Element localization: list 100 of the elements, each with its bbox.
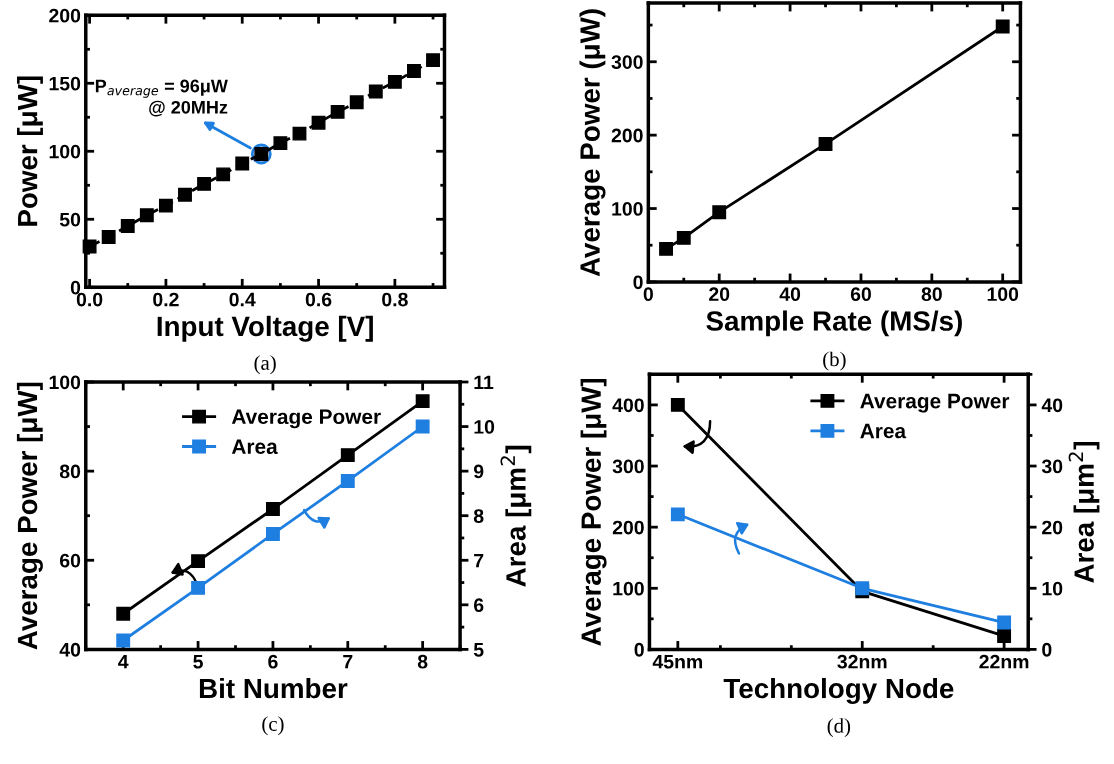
y-axis-title: Power [μW]: [17, 76, 43, 226]
x-tick-label: 20: [709, 287, 730, 302]
point: [670, 507, 685, 522]
y-tick-label: 200: [611, 128, 643, 143]
point: [818, 137, 833, 151]
point: [997, 629, 1012, 643]
y2-tick-label: 9: [473, 464, 484, 479]
x-axis-title: Sample Rate (MS/s): [706, 310, 962, 337]
y2-axis-title: Area [μm$^{2}$]: [500, 445, 532, 587]
y2-tick-label: 10: [474, 420, 495, 434]
text: (c): [262, 716, 284, 736]
text: (d): [827, 718, 851, 738]
y-tick-label: 0: [633, 275, 643, 290]
y2-tick-label: 40: [1041, 398, 1063, 413]
y-tick-label: 40: [59, 642, 81, 657]
point: [387, 74, 402, 89]
legend-label: Area: [860, 423, 907, 439]
y2-tick-label: 11: [474, 375, 494, 390]
point: [368, 84, 383, 99]
point: [995, 19, 1010, 34]
y-tick-label: 100: [612, 202, 643, 216]
y-axis-title: Average Power [μW]: [580, 378, 607, 646]
point: [191, 580, 206, 595]
x-tick-label: 22nm: [979, 654, 1029, 669]
x-tick-label: 0.8: [382, 292, 408, 307]
point: [659, 241, 674, 256]
y-tick-label: 100: [49, 144, 81, 159]
point: [330, 104, 345, 119]
x-axis-title: Input Voltage [V]: [157, 315, 373, 342]
point: [197, 176, 212, 191]
y2-tick-label: 20: [1042, 520, 1063, 535]
point: [82, 239, 97, 254]
y-tick-label: 300: [612, 459, 644, 474]
x-axis-title: Bit Number: [199, 677, 348, 699]
point: [116, 633, 131, 648]
y2-tick-label: 0: [1042, 642, 1052, 657]
y-tick-label: 80: [59, 464, 81, 479]
x-tick-label: 32nm: [837, 654, 887, 669]
point: [712, 205, 727, 220]
point: [407, 64, 421, 78]
y-tick-label: 0: [634, 642, 644, 657]
y-tick-label: 100: [613, 581, 644, 596]
y2-tick-label: 10: [1042, 581, 1063, 596]
x-tick-label: 6: [268, 654, 278, 669]
point: [415, 419, 430, 434]
x-tick-label: 0.2: [153, 292, 179, 307]
x-tick-label: 0.6: [305, 292, 332, 307]
x-tick-label: 7: [343, 654, 353, 669]
point: [349, 95, 364, 110]
point: [997, 615, 1012, 630]
x-tick-label: 0.4: [229, 292, 256, 307]
x-tick-label: 5: [193, 654, 203, 669]
text: (a): [254, 355, 276, 375]
x-tick-label: 8: [417, 654, 428, 669]
y-tick-label: 100: [49, 375, 81, 390]
x-tick-label: 4: [118, 654, 129, 669]
legend-label: Area: [231, 439, 278, 454]
text: (b): [823, 351, 846, 371]
point: [191, 554, 206, 569]
y-tick-label: 60: [60, 553, 81, 568]
legend-label: Average Power: [231, 409, 381, 429]
y-axis-title: Average Power (μW): [579, 9, 606, 277]
y-tick-label: 200: [49, 8, 81, 23]
y-tick-label: 50: [59, 212, 81, 227]
y2-axis-title: Area [μm$^{2}$]: [1068, 442, 1100, 583]
point: [178, 187, 192, 202]
point: [426, 53, 440, 68]
point: [340, 448, 355, 463]
point: [120, 219, 135, 234]
y2-tick-label: 5: [473, 643, 484, 657]
point: [265, 502, 280, 516]
point: [235, 156, 250, 171]
point: [670, 397, 685, 412]
point: [676, 230, 691, 245]
y-tick-label: 200: [612, 520, 644, 535]
point: [216, 167, 231, 182]
point: [340, 473, 355, 488]
point: [158, 198, 173, 213]
x-axis-title: Technology Node: [723, 677, 954, 704]
y-tick-label: 300: [611, 55, 643, 70]
point: [273, 136, 288, 151]
x-tick-label: 45nm: [652, 654, 703, 669]
x-tick-label: 100: [987, 287, 1019, 302]
y2-tick-label: 8: [473, 509, 484, 523]
y2-tick-label: 30: [1041, 459, 1063, 474]
legend-label: Average Power: [860, 393, 1010, 413]
x-tick-label: 60: [850, 287, 871, 302]
x-tick-label: 40: [779, 287, 801, 302]
point: [265, 527, 280, 541]
point: [101, 230, 116, 244]
y-tick-label: 400: [612, 398, 644, 413]
y-axis-title: Average Power [μW]: [16, 382, 43, 650]
point: [415, 394, 430, 409]
point: [139, 208, 154, 223]
x-tick-label: 80: [921, 287, 942, 302]
annotation: P$_{average}$ = 96μW @ 20MHz: [95, 79, 228, 117]
point: [116, 606, 131, 621]
y-tick-label: 150: [49, 76, 81, 91]
y2-tick-label: 6: [473, 598, 484, 613]
point: [292, 126, 307, 141]
